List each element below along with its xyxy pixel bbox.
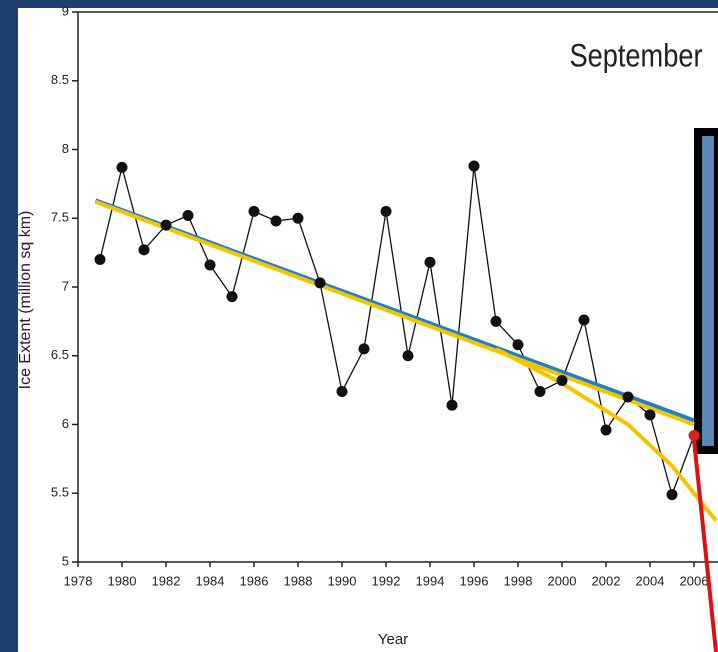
data-point (447, 400, 458, 411)
x-tick-label: 1986 (240, 573, 269, 588)
y-tick-label: 6.5 (51, 347, 69, 362)
inset-image (698, 132, 718, 450)
data-point (469, 161, 480, 172)
x-tick-label: 2000 (548, 573, 577, 588)
data-point (513, 339, 524, 350)
data-point (403, 350, 414, 361)
data-point (205, 260, 216, 271)
x-axis-label: Year (378, 631, 408, 648)
data-point (249, 206, 260, 217)
data-point (183, 210, 194, 221)
data-point (139, 244, 150, 255)
chart-title: September (569, 38, 702, 74)
chart: September Ice Extent (million sq km) Yea… (0, 0, 718, 652)
x-tick-label: 1994 (416, 573, 445, 588)
plot-background (18, 8, 718, 652)
data-point (381, 206, 392, 217)
y-tick-label: 5 (62, 553, 69, 568)
y-tick-label: 9 (62, 3, 69, 18)
data-point (689, 430, 700, 441)
x-tick-label: 1998 (504, 573, 533, 588)
x-tick-label: 2006 (680, 573, 709, 588)
data-point (271, 216, 282, 227)
data-point (337, 386, 348, 397)
y-tick-label: 7.5 (51, 210, 69, 225)
x-tick-label: 1982 (152, 573, 181, 588)
data-point (161, 220, 172, 231)
data-point (623, 392, 634, 403)
y-tick-label: 6 (62, 416, 69, 431)
y-tick-label: 7 (62, 278, 69, 293)
data-point (117, 162, 128, 173)
x-tick-label: 2004 (636, 573, 665, 588)
data-point (227, 291, 238, 302)
data-point (425, 257, 436, 268)
y-tick-label: 8 (62, 141, 69, 156)
data-point (95, 254, 106, 265)
data-point (315, 277, 326, 288)
x-tick-label: 1992 (372, 573, 401, 588)
data-point (359, 343, 370, 354)
data-point (645, 409, 656, 420)
y-axis-label: Ice Extent (million sq km) (17, 211, 34, 390)
x-tick-label: 1988 (284, 573, 313, 588)
x-tick-label: 2002 (592, 573, 621, 588)
x-tick-label: 1990 (328, 573, 357, 588)
data-point (491, 316, 502, 327)
y-tick-label: 5.5 (51, 485, 69, 500)
data-point (667, 489, 678, 500)
x-tick-label: 1978 (64, 573, 93, 588)
x-tick-label: 1984 (196, 573, 225, 588)
x-tick-label: 1996 (460, 573, 489, 588)
x-tick-label: 1980 (108, 573, 137, 588)
y-tick-label: 8.5 (51, 72, 69, 87)
data-point (557, 375, 568, 386)
data-point (579, 315, 590, 326)
data-point (535, 386, 546, 397)
data-point (601, 425, 612, 436)
data-point (293, 213, 304, 224)
